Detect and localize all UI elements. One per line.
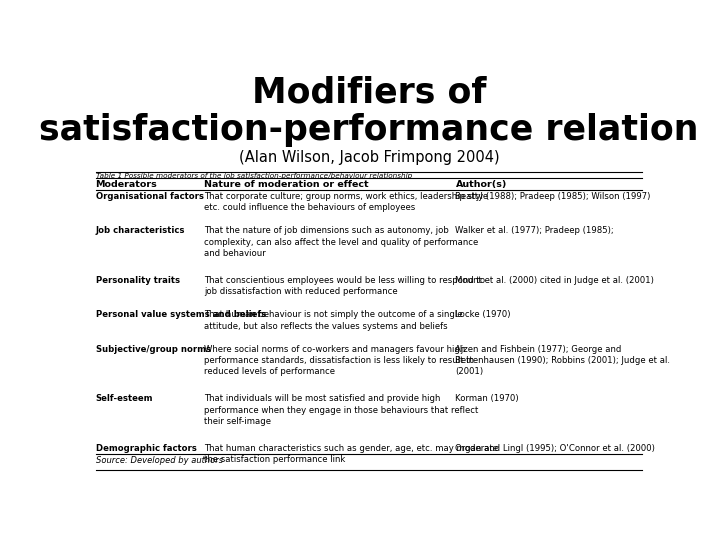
- Text: Moderators: Moderators: [96, 180, 158, 188]
- Text: Author(s): Author(s): [456, 180, 507, 188]
- Text: Korman (1970): Korman (1970): [456, 394, 519, 403]
- Text: That corporate culture; group norms, work ethics, leadership style
etc. could in: That corporate culture; group norms, wor…: [204, 192, 488, 212]
- Text: Mount et al. (2000) cited in Judge et al. (2001): Mount et al. (2000) cited in Judge et al…: [456, 275, 654, 285]
- Text: Personal value systems and beliefs: Personal value systems and beliefs: [96, 310, 266, 319]
- Text: Self-esteem: Self-esteem: [96, 394, 153, 403]
- Text: Nature of moderation or effect: Nature of moderation or effect: [204, 180, 369, 188]
- Text: Modifiers of: Modifiers of: [252, 75, 486, 109]
- Text: Organisational factors: Organisational factors: [96, 192, 204, 201]
- Text: Beatty (1988); Pradeep (1985); Wilson (1997): Beatty (1988); Pradeep (1985); Wilson (1…: [456, 192, 651, 201]
- Text: Personality traits: Personality traits: [96, 275, 180, 285]
- Text: Demographic factors: Demographic factors: [96, 444, 197, 453]
- Text: That the nature of job dimensions such as autonomy, job
complexity, can also aff: That the nature of job dimensions such a…: [204, 226, 479, 258]
- Text: (Alan Wilson, Jacob Frimpong 2004): (Alan Wilson, Jacob Frimpong 2004): [239, 150, 499, 165]
- Text: Ajzen and Fishbein (1977); George and
Bettenhausen (1990); Robbins (2001); Judge: Ajzen and Fishbein (1977); George and Be…: [456, 345, 670, 376]
- Text: That human behaviour is not simply the outcome of a single
attitude, but also re: That human behaviour is not simply the o…: [204, 310, 463, 330]
- Text: That conscientious employees would be less willing to respond to
job dissatisfac: That conscientious employees would be le…: [204, 275, 485, 296]
- Text: Table 1 Possible moderators of the job satisfaction-performance/behaviour relati: Table 1 Possible moderators of the job s…: [96, 173, 412, 179]
- Text: Source: Developed by authors: Source: Developed by authors: [96, 456, 222, 464]
- Text: That human characteristics such as gender, age, etc. may moderate
the satisfacti: That human characteristics such as gende…: [204, 444, 498, 464]
- Text: Walker et al. (1977); Pradeep (1985);: Walker et al. (1977); Pradeep (1985);: [456, 226, 614, 235]
- Text: Organ and Lingl (1995); O'Connor et al. (2000): Organ and Lingl (1995); O'Connor et al. …: [456, 444, 655, 453]
- Text: satisfaction-performance relation: satisfaction-performance relation: [40, 113, 698, 147]
- Text: Job characteristics: Job characteristics: [96, 226, 185, 235]
- Text: Subjective/group norms: Subjective/group norms: [96, 345, 211, 354]
- Text: Locke (1970): Locke (1970): [456, 310, 511, 319]
- Text: That individuals will be most satisfied and provide high
performance when they e: That individuals will be most satisfied …: [204, 394, 479, 426]
- Text: Where social norms of co-workers and managers favour high
performance standards,: Where social norms of co-workers and man…: [204, 345, 474, 376]
